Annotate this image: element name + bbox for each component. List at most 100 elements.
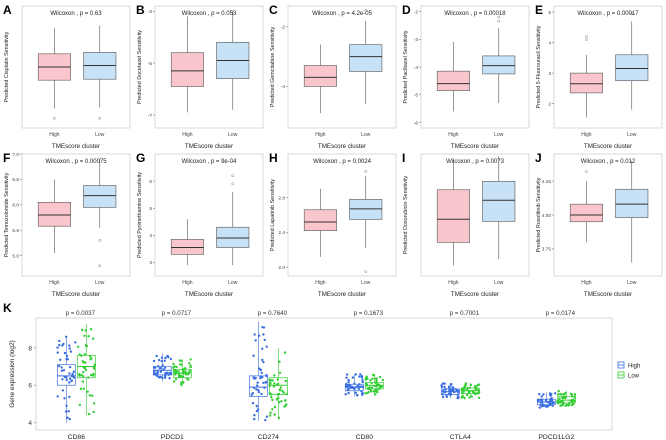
box-body (615, 54, 649, 82)
x-tick-label: CD86 (68, 434, 86, 440)
jitter-point (163, 374, 167, 378)
jitter-point (257, 334, 261, 337)
jitter-point (60, 369, 64, 372)
jitter-point (60, 366, 63, 369)
jitter-point (560, 404, 564, 407)
jitter-point (441, 395, 445, 399)
outlier-point (98, 239, 102, 242)
jitter-point (457, 391, 460, 394)
jitter-point (444, 387, 447, 391)
box-low (482, 15, 516, 104)
y-tick-label: -5 (414, 93, 419, 99)
jitter-point (56, 395, 59, 398)
jitter-point (539, 403, 542, 406)
jitter-point (257, 388, 260, 392)
jitter-point (89, 355, 92, 358)
y-tick-label: -2 (414, 9, 419, 15)
jitter-point (573, 393, 577, 396)
y-axis-label: Predicted Lapatinib Sensitivity (270, 179, 276, 251)
jitter-point (255, 409, 259, 413)
jitter-point (161, 364, 164, 367)
jitter-point (562, 401, 565, 405)
jitter-point (82, 371, 85, 374)
jitter-point (361, 385, 365, 389)
jitter-point (353, 382, 356, 385)
jitter-point (90, 357, 93, 360)
jitter-point (440, 384, 443, 387)
jitter-point (546, 404, 549, 407)
jitter-point (68, 344, 71, 347)
jitter-point (164, 376, 167, 379)
jitter-point (463, 387, 466, 390)
jitter-point (189, 358, 192, 361)
wilcoxon-annotation: Wilcoxon , p = 0.0024 (313, 159, 372, 165)
box-high-cd86 (56, 335, 77, 423)
y-tick-label: 2.8 (278, 195, 285, 201)
x-tick-label: Low (494, 132, 504, 138)
outlier-point (98, 116, 102, 120)
jitter-point (272, 385, 276, 388)
jitter-point (369, 388, 372, 391)
x-tick-label: PDCD1LG2 (538, 434, 574, 440)
x-tick-label: PDCD1 (161, 434, 184, 440)
box-high (569, 170, 603, 243)
outlier-point (364, 9, 368, 12)
panel-h: H Wilcoxon , p = 0.0024 Predicted Lapatini… (269, 151, 397, 298)
jitter-point (462, 390, 465, 393)
jitter-point (277, 396, 280, 400)
jitter-point (379, 386, 382, 389)
jitter-point (268, 392, 271, 395)
jitter-point (273, 382, 276, 385)
y-tick-label: 3 (149, 260, 152, 266)
x-tick-label: High (182, 280, 193, 286)
box-low-cd274 (268, 347, 288, 420)
jitter-point (184, 370, 187, 373)
p-value-label: p = 0.0037 (66, 310, 96, 317)
outlier-point (364, 170, 368, 173)
jitter-point (59, 358, 62, 361)
jitter-point (466, 393, 469, 397)
jitter-point (461, 395, 465, 398)
jitter-point (568, 402, 571, 406)
x-tick-label: High (49, 280, 60, 286)
jitter-point (361, 378, 364, 382)
jitter-point (84, 368, 88, 372)
jitter-point (350, 386, 354, 389)
panel-letter: C (269, 3, 278, 17)
jitter-point (181, 375, 185, 378)
jitter-point (475, 387, 478, 390)
y-tick-label: 5.5 (12, 228, 19, 234)
y-tick-label: 2.0 (278, 265, 285, 271)
box-low (349, 170, 383, 273)
box-high (170, 219, 204, 266)
jitter-point (166, 355, 169, 358)
y-axis-label: Predicted Cisplatin Sensitivity (4, 31, 10, 102)
jitter-point (445, 394, 448, 397)
jitter-point (182, 372, 185, 375)
jitter-point (262, 381, 265, 384)
jitter-point (67, 410, 70, 413)
jitter-point (172, 380, 176, 383)
jitter-point (180, 381, 183, 384)
jitter-point (80, 354, 83, 357)
jitter-point (253, 333, 256, 336)
jitter-point (78, 403, 82, 407)
plot-area (154, 153, 264, 277)
jitter-point (165, 371, 168, 375)
jitter-point (72, 370, 76, 373)
jitter-point (180, 383, 183, 386)
jitter-point (157, 375, 160, 378)
jitter-point (467, 391, 470, 395)
box-body (83, 185, 117, 208)
jitter-point (78, 353, 81, 356)
jitter-point (70, 374, 74, 378)
y-tick-label: 6.0 (12, 203, 19, 209)
jitter-point (273, 374, 276, 377)
y-tick-label: 5 (149, 206, 152, 212)
box-high (436, 160, 470, 266)
jitter-point (87, 335, 90, 338)
jitter-point (189, 365, 192, 369)
panel-letter: A (3, 3, 12, 17)
jitter-point (364, 392, 367, 395)
jitter-point (77, 373, 81, 376)
